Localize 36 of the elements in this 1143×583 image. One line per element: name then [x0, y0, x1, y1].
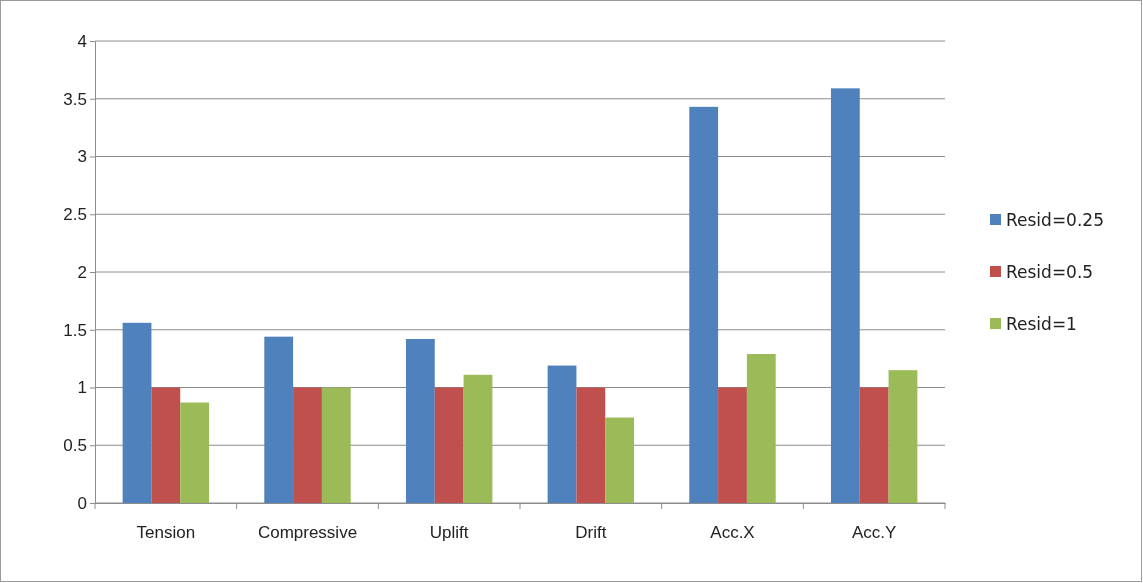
bar	[405, 338, 435, 503]
bar	[463, 374, 493, 503]
legend-label: Resid=1	[1006, 314, 1077, 334]
y-tick-label: 2.5	[63, 205, 87, 225]
y-tick-label: 4	[77, 31, 87, 51]
bar	[718, 387, 747, 503]
bar	[434, 387, 464, 503]
y-tick-label: 2	[77, 262, 87, 282]
bar	[264, 336, 294, 503]
x-tick-label: Acc.X	[710, 523, 755, 543]
bar	[689, 106, 719, 503]
bar	[321, 387, 351, 503]
bar	[830, 88, 860, 503]
bar	[576, 387, 606, 503]
bar	[605, 417, 635, 503]
bar	[746, 354, 776, 503]
legend-label: Resid=0.5	[1006, 262, 1094, 282]
y-tick-label: 1	[77, 378, 87, 398]
bar	[859, 387, 889, 503]
x-tick-label: Uplift	[429, 523, 469, 543]
bar	[547, 365, 577, 503]
bar	[888, 370, 918, 503]
y-tick-label: 1.5	[63, 320, 87, 340]
y-tick-label: 3	[77, 147, 87, 167]
bar	[151, 387, 181, 503]
legend-label: Resid=0.25	[1006, 210, 1104, 230]
y-tick-label: 0	[77, 493, 87, 513]
x-tick-label: Compressive	[257, 523, 358, 543]
x-tick-label: Acc.Y	[851, 523, 897, 543]
bar	[293, 387, 322, 503]
x-tick-label: Tension	[136, 523, 196, 543]
y-tick-label: 0.5	[63, 436, 87, 456]
y-tick-label: 3.5	[63, 89, 87, 109]
bar	[122, 322, 152, 503]
x-tick-label: Drift	[575, 523, 607, 543]
bar	[180, 402, 210, 503]
